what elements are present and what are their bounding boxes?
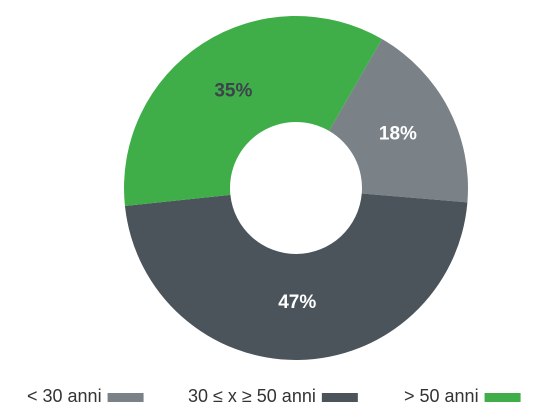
slice bbox=[329, 39, 468, 203]
legend-label: < 30 anni bbox=[27, 386, 102, 405]
legend-swatch bbox=[107, 393, 144, 402]
legend-swatch bbox=[321, 393, 358, 402]
data-label: 35% bbox=[214, 81, 252, 102]
slice bbox=[123, 15, 382, 206]
data-label: 47% bbox=[278, 292, 316, 313]
slice bbox=[124, 193, 468, 360]
legend-swatch bbox=[484, 393, 521, 402]
data-label: 18% bbox=[379, 124, 417, 145]
legend-label: 30 ≤ x ≥ 50 anni bbox=[188, 386, 316, 405]
legend-label: > 50 anni bbox=[404, 386, 479, 405]
